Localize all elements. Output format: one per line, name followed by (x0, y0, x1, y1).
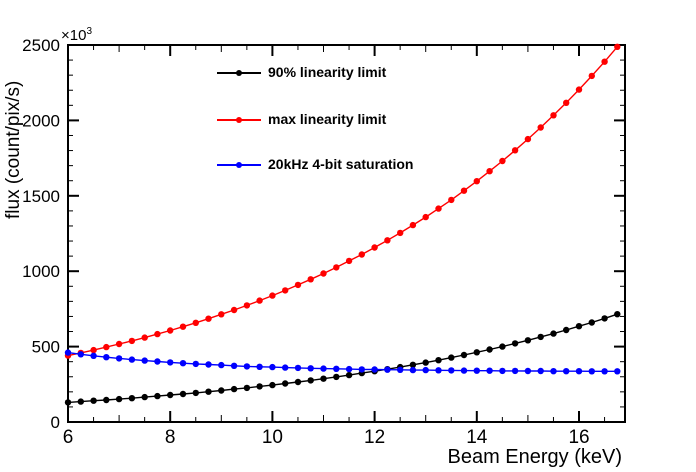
x-tick-label-16: 16 (568, 427, 589, 448)
power-base: ×10 (61, 27, 87, 44)
series-markers-max-linearity-limit (64, 43, 621, 359)
x-tick-label-14: 14 (466, 427, 488, 448)
y-axis-ticks (68, 44, 625, 423)
y-tick-labels: 0 500 1000 1500 2000 2500 (22, 36, 60, 432)
x-tick-label-8: 8 (165, 427, 176, 448)
y-axis-power-label: ×103 (61, 26, 93, 45)
y-tick-label-0: 0 (51, 413, 60, 432)
series-90-linearity-limit (64, 311, 621, 406)
x-tick-label-12: 12 (364, 427, 385, 448)
x-tick-label-6: 6 (63, 427, 74, 448)
x-tick-labels: 6 8 10 12 14 16 (63, 427, 590, 448)
power-exponent: 3 (86, 26, 93, 37)
series-markers-90-linearity-limit (64, 311, 621, 406)
series-line-90-linearity-limit (67, 313, 618, 404)
series-markers-20khz-4-bit-saturation (64, 349, 621, 375)
x-tick-label-10: 10 (262, 427, 283, 448)
plot-frame (67, 44, 626, 423)
y-tick-label-1000: 1000 (22, 262, 60, 281)
series-line-max-linearity-limit (67, 46, 618, 357)
y-axis-title: flux (count/pix/s) (3, 80, 24, 219)
series-max-linearity-limit (64, 43, 621, 359)
x-axis-title: Beam Energy (keV) (447, 446, 622, 468)
series-20khz-4-bit-saturation (64, 349, 621, 375)
y-tick-label-2000: 2000 (22, 111, 60, 130)
y-tick-label-2500: 2500 (22, 36, 60, 55)
series-line-20khz-4-bit-saturation (67, 351, 618, 372)
y-tick-label-1500: 1500 (22, 187, 60, 206)
y-tick-label-500: 500 (32, 338, 60, 357)
x-axis-ticks (67, 45, 606, 422)
